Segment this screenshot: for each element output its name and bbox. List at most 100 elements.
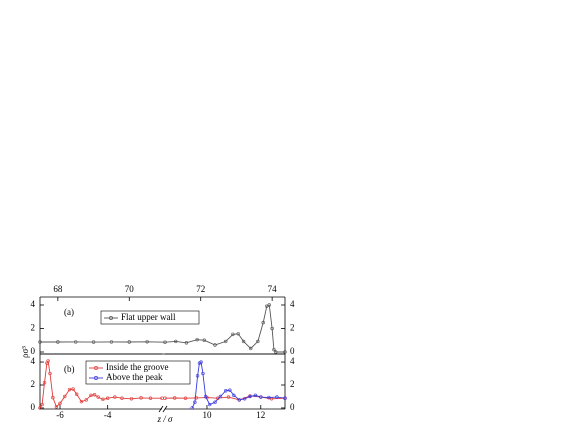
data-point xyxy=(71,387,75,391)
y-tick-label: 2 xyxy=(290,323,295,333)
data-point xyxy=(40,402,44,407)
data-point xyxy=(74,392,79,396)
data-point xyxy=(283,350,287,354)
data-point xyxy=(237,398,241,402)
legend-box xyxy=(100,310,200,325)
y-tick-label: 2 xyxy=(290,379,295,389)
y-tick-label: 4 xyxy=(31,299,36,309)
data-point xyxy=(79,399,84,404)
data-point xyxy=(283,396,287,400)
data-point xyxy=(207,402,212,407)
x-tick-label: -4 xyxy=(104,410,112,420)
y-tick-label: 4 xyxy=(290,299,295,309)
data-point xyxy=(74,340,78,344)
data-point xyxy=(218,394,223,399)
data-point xyxy=(275,395,279,399)
data-point xyxy=(256,339,260,344)
data-point xyxy=(145,340,149,344)
data-point xyxy=(202,338,206,342)
data-point xyxy=(259,395,263,399)
data-point xyxy=(193,400,197,404)
data-point xyxy=(63,394,67,399)
data-point xyxy=(129,397,134,401)
panel-label: (a) xyxy=(64,307,74,317)
x-tick-label: 74 xyxy=(268,284,278,294)
legend-box xyxy=(85,360,191,385)
data-point xyxy=(91,340,96,344)
legend-marker xyxy=(94,376,98,380)
data-point xyxy=(232,393,236,398)
x-tick-label: 72 xyxy=(196,284,205,294)
data-point xyxy=(148,396,153,400)
y-tick-label: 4 xyxy=(290,356,295,366)
data-point xyxy=(89,393,93,398)
data-point xyxy=(201,371,205,376)
x-axis-label: z / σ xyxy=(157,414,174,424)
data-point xyxy=(105,396,110,400)
y-tick-label: 0 xyxy=(290,346,295,356)
x-tick-label: 12 xyxy=(256,410,265,420)
data-point xyxy=(48,371,52,376)
panel-label: (b) xyxy=(64,364,75,374)
data-point xyxy=(183,396,188,400)
legend-label: Flat upper wall xyxy=(121,312,176,322)
data-point xyxy=(242,397,247,401)
data-point xyxy=(231,332,235,337)
data-point xyxy=(46,359,50,363)
data-point xyxy=(228,388,232,392)
x-tick-label: 10 xyxy=(202,410,212,420)
data-point xyxy=(38,406,42,410)
data-point xyxy=(224,339,228,344)
legend-label: Above the peak xyxy=(106,372,163,382)
data-point xyxy=(203,394,208,399)
data-point xyxy=(163,340,167,344)
legend-marker xyxy=(94,366,98,370)
data-point xyxy=(253,393,258,398)
data-point xyxy=(56,340,60,344)
y-axis-label: ρσ³ xyxy=(20,346,30,358)
x-tick-label: 70 xyxy=(125,284,135,294)
y-tick-label: 0 xyxy=(290,402,295,412)
data-point xyxy=(248,394,252,399)
legend-label: Inside the groove xyxy=(106,362,168,372)
data-point xyxy=(184,341,189,345)
data-point xyxy=(190,406,194,410)
data-point xyxy=(213,400,217,404)
series-line xyxy=(40,304,285,353)
data-point xyxy=(174,339,178,344)
data-point xyxy=(38,340,42,344)
data-point xyxy=(199,360,203,364)
data-point xyxy=(267,395,271,400)
data-point xyxy=(92,393,97,397)
data-point xyxy=(172,396,177,400)
data-point xyxy=(101,397,105,402)
x-tick-label: -6 xyxy=(56,410,64,420)
data-point xyxy=(213,343,217,347)
data-point xyxy=(67,387,72,392)
data-point xyxy=(241,339,246,344)
data-point xyxy=(195,337,199,342)
data-point xyxy=(270,326,274,331)
data-point xyxy=(109,340,114,344)
data-point xyxy=(236,332,240,336)
data-point xyxy=(51,395,55,400)
legend-marker xyxy=(109,316,113,320)
y-tick-label: 2 xyxy=(31,323,36,333)
data-point xyxy=(163,396,167,400)
data-point xyxy=(54,405,59,409)
data-point xyxy=(96,395,100,399)
y-tick-label: 2 xyxy=(31,379,36,389)
y-tick-label: 0 xyxy=(31,346,36,356)
data-point xyxy=(274,350,278,354)
data-point xyxy=(194,396,198,400)
data-point xyxy=(84,398,88,402)
y-tick-label: 4 xyxy=(31,356,36,366)
x-tick-label: 68 xyxy=(53,284,63,294)
data-point xyxy=(127,340,131,344)
data-point xyxy=(224,389,228,393)
data-point xyxy=(113,395,117,399)
data-point xyxy=(58,401,62,406)
data-point xyxy=(226,395,231,399)
data-point xyxy=(272,347,276,352)
